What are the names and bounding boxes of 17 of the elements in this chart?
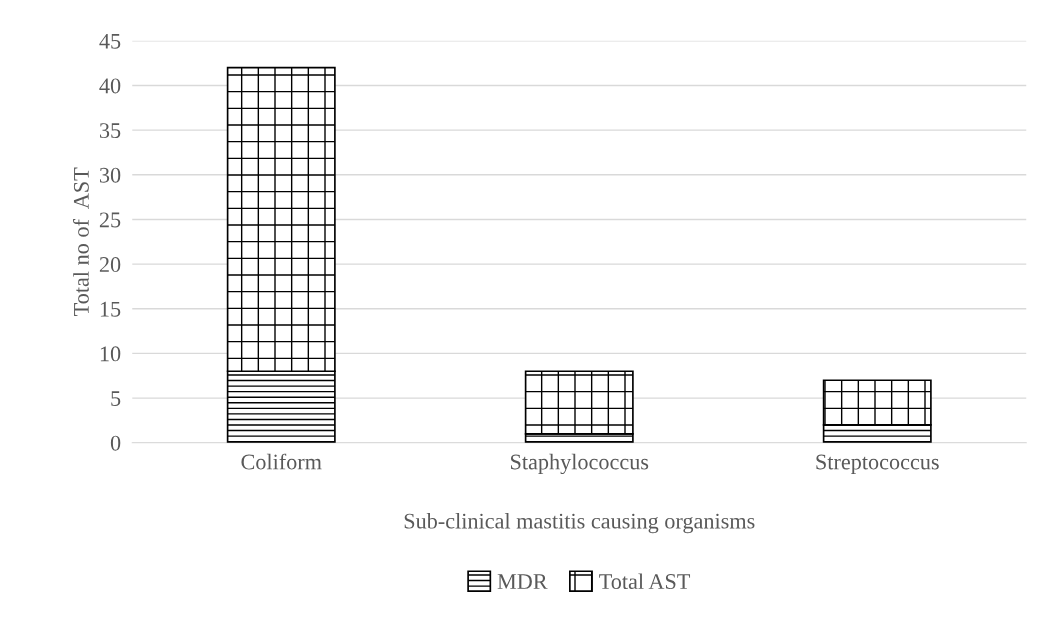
x-tick-label: Coliform <box>241 453 322 470</box>
y-tick-label: 15 <box>100 301 121 317</box>
legend-label: Total AST <box>599 573 691 590</box>
y-tick-label: 35 <box>99 123 121 139</box>
x-axis-title: Sub-clinical mastitis causing organisms <box>404 512 755 534</box>
y-tick-label: 0 <box>110 435 121 451</box>
y-tick-label: 25 <box>99 212 121 228</box>
y-tick-label: 10 <box>100 346 121 362</box>
y-tick-label: 30 <box>99 167 121 183</box>
x-tick-label: Streptococcus <box>816 454 939 474</box>
x-tick-label: Staphylococcus <box>511 453 649 475</box>
y-tick-label: 20 <box>99 257 121 273</box>
legend-label: MDR <box>497 574 548 589</box>
y-tick-label: 40 <box>99 78 121 94</box>
y-axis-title: Total no of AST <box>72 167 89 316</box>
y-tick-label: 45 <box>99 33 121 49</box>
y-tick-label: 5 <box>111 391 121 407</box>
